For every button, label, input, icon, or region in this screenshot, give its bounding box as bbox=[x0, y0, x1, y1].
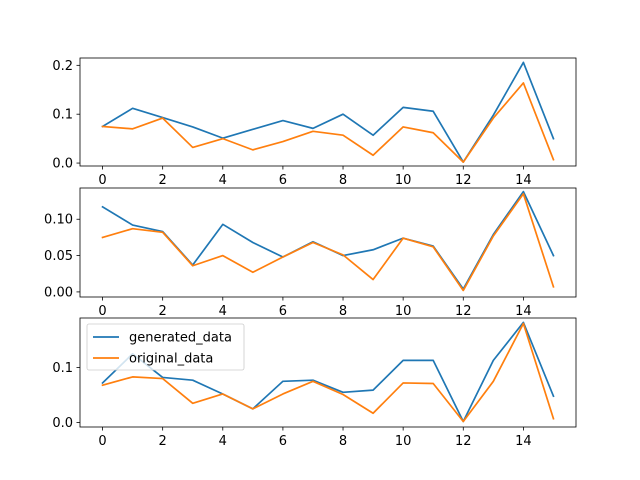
x-tick-label: 12 bbox=[455, 304, 472, 319]
x-tick-label: 8 bbox=[339, 173, 347, 188]
x-tick-label: 6 bbox=[279, 173, 287, 188]
y-tick-label: 0.00 bbox=[44, 285, 73, 300]
x-tick-label: 4 bbox=[219, 304, 227, 319]
y-tick-label: 0.2 bbox=[52, 59, 73, 74]
x-tick-label: 10 bbox=[395, 304, 412, 319]
axes-frame bbox=[79, 187, 577, 298]
x-tick-label: 4 bbox=[219, 434, 227, 449]
legend-label: original_data bbox=[129, 352, 213, 367]
x-tick-label: 10 bbox=[395, 434, 412, 449]
x-tick-label: 0 bbox=[98, 304, 106, 319]
subplot-1: 0 2 4 6 8 10 12 14 0.0 0.1 0.2 bbox=[52, 57, 577, 188]
x-tick-label: 0 bbox=[98, 434, 106, 449]
y-tick-label: 0.0 bbox=[52, 416, 73, 431]
axes-frame bbox=[79, 57, 577, 167]
x-tick-label: 14 bbox=[515, 434, 532, 449]
x-tick-label: 10 bbox=[395, 173, 412, 188]
subplot-3: 0 2 4 6 8 10 12 14 0.0 0.1 generated_data original_… bbox=[52, 317, 577, 449]
y-tick-label: 0.10 bbox=[44, 213, 73, 228]
x-tick-label: 4 bbox=[219, 173, 227, 188]
x-tick-label: 12 bbox=[455, 173, 472, 188]
series-line-original-data bbox=[101, 192, 555, 292]
x-tick-label: 0 bbox=[98, 173, 106, 188]
series-line-original-data bbox=[101, 82, 555, 163]
legend: generated_data original_data bbox=[86, 323, 245, 371]
x-tick-label: 14 bbox=[515, 304, 532, 319]
y-tick-label: 0.1 bbox=[52, 108, 73, 123]
x-tick-label: 8 bbox=[339, 304, 347, 319]
legend-label: generated_data bbox=[129, 331, 232, 346]
x-tick-label: 12 bbox=[455, 434, 472, 449]
x-tick-label: 6 bbox=[279, 434, 287, 449]
y-tick-label: 0.0 bbox=[52, 157, 73, 172]
series-line-generated-data bbox=[101, 321, 555, 423]
x-tick-label: 8 bbox=[339, 434, 347, 449]
series-line-original-data bbox=[101, 322, 555, 423]
x-tick-label: 2 bbox=[159, 173, 167, 188]
x-tick-label: 2 bbox=[159, 434, 167, 449]
x-tick-label: 14 bbox=[515, 173, 532, 188]
axes-frame bbox=[79, 317, 577, 428]
y-tick-label: 0.05 bbox=[44, 249, 73, 264]
x-tick-label: 2 bbox=[159, 304, 167, 319]
legend-box bbox=[86, 323, 245, 371]
x-tick-label: 6 bbox=[279, 304, 287, 319]
subplot-2: 0 2 4 6 8 10 12 14 0.00 0.05 0.10 bbox=[44, 187, 577, 319]
y-tick-label: 0.1 bbox=[52, 361, 73, 376]
